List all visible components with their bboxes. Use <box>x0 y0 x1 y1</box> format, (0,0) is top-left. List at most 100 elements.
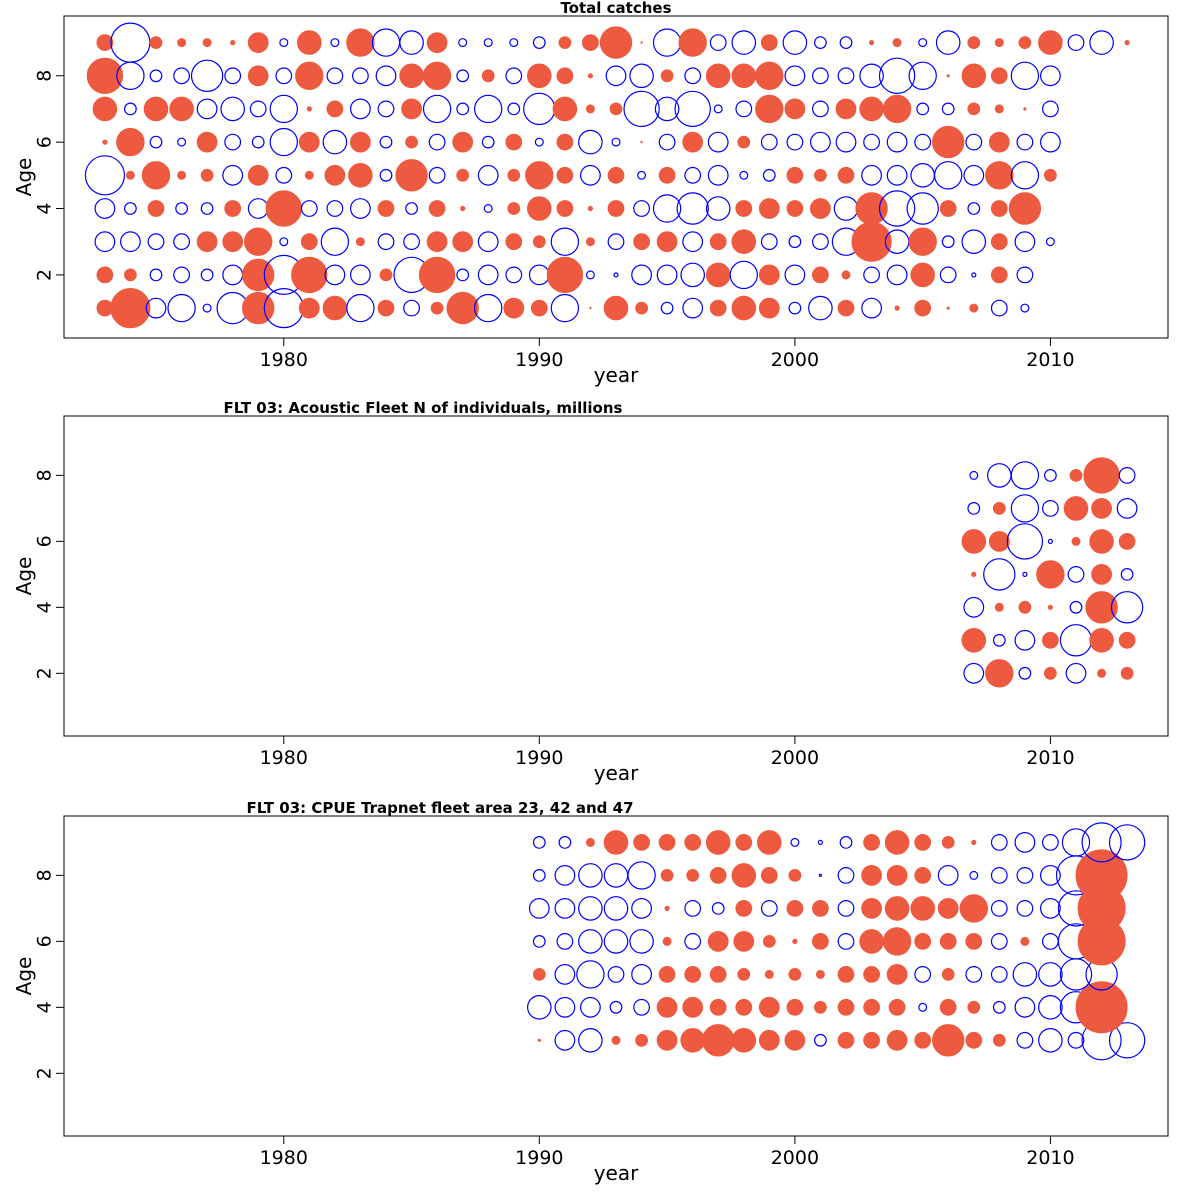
panel-title: FLT 03: Acoustic Fleet N of individuals,… <box>224 399 623 417</box>
negative-residual-bubble <box>224 133 242 151</box>
positive-residual-bubble <box>123 268 137 282</box>
negative-residual-bubble <box>788 301 802 315</box>
positive-residual-bubble <box>939 200 957 217</box>
positive-residual-bubble <box>992 1033 1006 1047</box>
positive-residual-bubble <box>1075 981 1128 1034</box>
negative-residual-bubble <box>839 36 853 49</box>
negative-residual-bubble <box>326 67 344 85</box>
positive-residual-bubble <box>786 900 804 917</box>
positive-residual-bubble <box>709 966 727 983</box>
positive-residual-bubble <box>969 303 979 313</box>
negative-residual-bubble <box>94 198 116 219</box>
positive-residual-bubble <box>300 233 318 251</box>
negative-residual-bubble <box>220 96 245 122</box>
positive-residual-bubble <box>1063 496 1089 521</box>
positive-residual-bubble <box>914 933 932 950</box>
negative-residual-bubble <box>941 102 955 116</box>
positive-residual-bubble <box>379 268 393 282</box>
negative-residual-bubble <box>275 166 293 184</box>
y-axis-label: Age <box>12 158 36 197</box>
positive-residual-bubble <box>658 166 676 184</box>
positive-residual-bubble <box>932 1024 965 1057</box>
y-tick-label: 8 <box>34 469 56 481</box>
negative-residual-bubble <box>119 231 141 253</box>
negative-residual-bubble <box>474 94 503 124</box>
negative-residual-bubble <box>456 102 470 116</box>
positive-residual-bubble <box>589 306 592 310</box>
negative-residual-bubble <box>731 30 757 55</box>
positive-residual-bubble <box>102 139 108 145</box>
positive-residual-bubble <box>177 38 187 48</box>
positive-residual-bubble <box>678 28 707 57</box>
positive-residual-bubble <box>967 102 981 116</box>
positive-residual-bubble <box>965 933 983 950</box>
positive-residual-bubble <box>937 898 959 919</box>
negative-residual-bubble <box>990 834 1008 851</box>
positive-residual-bubble <box>758 198 780 219</box>
negative-residual-bubble <box>1069 600 1083 614</box>
negative-residual-bubble <box>346 293 375 323</box>
positive-residual-bubble <box>242 258 275 292</box>
positive-residual-bubble <box>737 968 751 981</box>
negative-residual-bubble <box>863 133 880 151</box>
positive-residual-bubble <box>814 168 827 182</box>
x-tick-label: 1980 <box>260 747 308 769</box>
x-axis-label: year <box>594 363 639 387</box>
positive-residual-bubble <box>985 659 1014 688</box>
negative-residual-bubble <box>637 170 647 180</box>
negative-residual-bubble <box>200 268 214 282</box>
negative-residual-bubble <box>202 303 212 313</box>
negative-residual-bubble <box>190 59 224 93</box>
positive-residual-bubble <box>758 264 780 286</box>
negative-residual-bubble <box>818 873 823 878</box>
positive-residual-bubble <box>224 200 242 217</box>
negative-residual-bubble <box>532 836 546 849</box>
negative-residual-bubble <box>835 131 857 153</box>
positive-residual-bubble <box>607 166 625 184</box>
negative-residual-bubble <box>1006 523 1044 560</box>
negative-residual-bubble <box>350 98 371 120</box>
negative-residual-bubble <box>684 900 702 917</box>
positive-residual-bubble <box>861 898 882 919</box>
positive-residual-bubble <box>988 531 1010 552</box>
positive-residual-bubble <box>481 69 495 83</box>
positive-residual-bubble <box>709 299 727 317</box>
negative-residual-bubble <box>1038 962 1063 987</box>
positive-residual-bubble <box>526 63 552 89</box>
positive-residual-bubble <box>660 69 674 83</box>
panel-title: FLT 03: CPUE Trapnet fleet area 23, 42 a… <box>246 799 633 817</box>
negative-residual-bubble <box>1061 828 1091 857</box>
positive-residual-bubble <box>841 270 851 280</box>
positive-residual-bubble <box>682 996 704 1018</box>
positive-residual-bubble <box>815 969 825 979</box>
negative-residual-bubble <box>935 30 961 55</box>
negative-residual-bubble <box>175 202 189 215</box>
negative-residual-bubble <box>224 67 242 85</box>
positive-residual-bubble <box>298 297 320 319</box>
positive-residual-bubble <box>1075 849 1128 902</box>
negative-residual-bubble <box>403 233 421 251</box>
positive-residual-bubble <box>786 200 804 217</box>
negative-residual-bubble <box>684 166 702 184</box>
positive-residual-bubble <box>507 202 521 215</box>
positive-residual-bubble <box>200 168 214 182</box>
negative-residual-bubble <box>918 1002 928 1012</box>
negative-residual-bubble <box>990 900 1008 917</box>
positive-residual-bubble <box>731 863 757 888</box>
panel-title: Total catches <box>560 0 671 17</box>
positive-residual-bubble <box>177 170 187 180</box>
positive-residual-bubble <box>812 933 829 950</box>
negative-residual-bubble <box>613 272 619 278</box>
negative-residual-bubble <box>906 192 939 225</box>
negative-residual-bubble <box>658 133 676 151</box>
negative-residual-bubble <box>84 155 126 196</box>
negative-residual-bubble <box>837 933 855 950</box>
positive-residual-bubble <box>230 39 236 46</box>
positive-residual-bubble <box>609 102 623 116</box>
positive-residual-bubble <box>702 1024 735 1057</box>
negative-residual-bubble <box>1118 467 1136 484</box>
positive-residual-bubble <box>295 61 324 91</box>
negative-residual-bubble <box>145 297 167 319</box>
negative-residual-bubble <box>680 262 705 288</box>
positive-residual-bubble <box>682 131 704 153</box>
